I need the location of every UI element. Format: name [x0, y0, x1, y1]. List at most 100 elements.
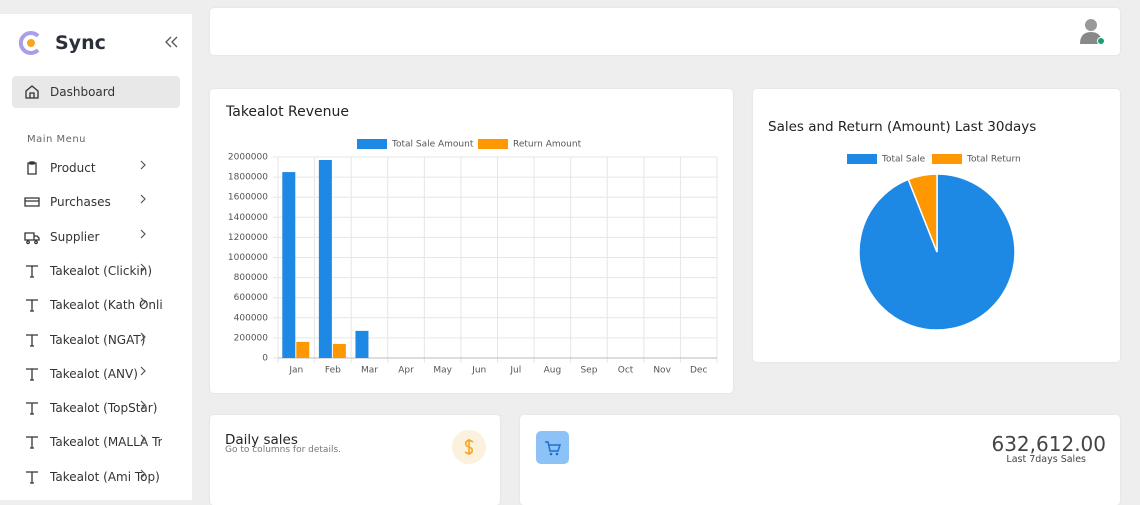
chevron [140, 194, 146, 204]
nav-label: Takealot (NGAT) [50, 332, 146, 347]
icon [26, 436, 38, 450]
nav-item[interactable]: Takealot (NGAT) [12, 324, 180, 356]
chevron [140, 469, 146, 479]
pie-card: Sales and Return (Amount) Last 30days To… [753, 89, 1120, 362]
nav-label: Dashboard [50, 85, 116, 99]
y-tick-label: 0 [262, 354, 268, 364]
pie-chart: Sales and Return (Amount) Last 30days To… [768, 119, 1036, 331]
nav-item[interactable]: Takealot (Kath Onli [12, 289, 180, 321]
chevron-shape [140, 229, 146, 239]
chevron-shape [140, 400, 146, 410]
y-tick-label: 1000000 [228, 253, 268, 263]
bar [332, 343, 346, 358]
bar [355, 330, 369, 358]
dollar-icon [452, 430, 486, 464]
logo [18, 31, 40, 55]
chevron-shape [140, 366, 146, 376]
card-title: Daily sales [225, 432, 298, 448]
y-tick-label: 400000 [234, 313, 269, 323]
revenue-card: Takealot Revenue 0 200000 400000 600000 8000… [210, 89, 733, 393]
legend-label: Return Amount [513, 140, 582, 150]
icon-shape [27, 161, 37, 175]
card-subtitle: Go to columns for details. [225, 445, 341, 455]
legend-label: Total Sale Amount [391, 140, 474, 150]
chevron [140, 332, 146, 341]
nav-label: Takealot (ANV) [50, 366, 138, 381]
avatar[interactable] [1078, 16, 1106, 46]
nav-item[interactable]: Supplier [12, 221, 180, 253]
x-tick-label: Mar [361, 366, 378, 376]
chevron-shape [140, 263, 146, 273]
icon [27, 161, 37, 175]
x-tick-label: Oct [618, 366, 634, 376]
nav-label: Supplier [50, 229, 100, 244]
brand: Sync [55, 32, 106, 54]
nav-label: Takealot (MALLA Tr [50, 435, 162, 450]
icon-shape [26, 299, 38, 312]
section-title: Main Menu [27, 134, 87, 145]
pie-slice [907, 173, 938, 253]
icon-shape [24, 231, 40, 244]
nav-label: Takealot (Kath Onli [50, 298, 162, 313]
legend-swatch [847, 154, 877, 164]
icon [24, 231, 40, 244]
sales-amount: 632,612.00 [991, 432, 1106, 456]
chevron [140, 160, 146, 170]
chevron [140, 366, 146, 376]
nav-item[interactable]: Takealot (ANV) [12, 358, 180, 390]
chevron [140, 400, 146, 410]
y-tick-label: 800000 [234, 273, 269, 283]
y-tick-label: 600000 [234, 293, 269, 303]
icon-shape [26, 368, 38, 381]
icon-shape [26, 471, 38, 484]
nav-item[interactable]: Product [12, 152, 180, 184]
icon-shape [26, 436, 38, 450]
bar [318, 160, 332, 358]
chevron [140, 229, 146, 239]
sales-label: Last 7days Sales [1006, 454, 1086, 465]
icon [26, 368, 38, 381]
legend-swatch [357, 139, 387, 149]
nav-label: Purchases [50, 195, 111, 210]
legend-label: Total Return [966, 155, 1021, 165]
icon [26, 333, 38, 347]
x-tick-label: Nov [653, 366, 671, 376]
y-tick-label: 1800000 [228, 173, 268, 183]
chevron [140, 297, 146, 307]
chevron-shape [140, 469, 146, 479]
daily-sales-card: Daily sales Go to columns for details. [210, 415, 500, 505]
y-tick-label: 2000000 [228, 153, 268, 163]
x-tick-label: Apr [398, 366, 414, 376]
icon-shape [26, 333, 38, 347]
legend-label: Total Sale [881, 155, 926, 165]
x-tick-label: Sep [580, 366, 597, 376]
sales-card: 632,612.00 Last 7days Sales [520, 415, 1120, 505]
chevron-shape [140, 297, 146, 307]
icon [26, 471, 38, 484]
bar [296, 341, 310, 358]
chevron [140, 263, 146, 273]
nav-label: Takealot (Ami Top) [50, 469, 160, 484]
icon-shape [26, 402, 38, 415]
icon [24, 197, 40, 207]
x-tick-label: Aug [544, 366, 562, 376]
legend-swatch [478, 139, 508, 149]
nav-item[interactable]: Purchases [12, 186, 180, 218]
y-tick-label: 1400000 [228, 213, 268, 223]
nav-item[interactable]: Takealot (Clickin) [12, 255, 180, 287]
icon [26, 402, 38, 415]
x-tick-label: Jul [509, 366, 521, 376]
nav-dashboard[interactable]: Dashboard [12, 76, 180, 108]
chevron-shape [140, 194, 146, 204]
nav-item[interactable]: Takealot (Ami Top) [12, 461, 180, 493]
collapse-button[interactable] [165, 36, 179, 48]
chart-title: Sales and Return (Amount) Last 30days [768, 119, 1036, 135]
chart-title: Takealot Revenue [225, 104, 349, 120]
bar [282, 172, 296, 358]
nav-item[interactable]: Takealot (TopStar) [12, 392, 180, 424]
x-tick-label: Feb [325, 366, 341, 376]
chevron-shape [140, 434, 146, 444]
nav-item[interactable]: Takealot (MALLA Tr [12, 426, 180, 458]
nav-label: Takealot (TopStar) [50, 401, 158, 416]
